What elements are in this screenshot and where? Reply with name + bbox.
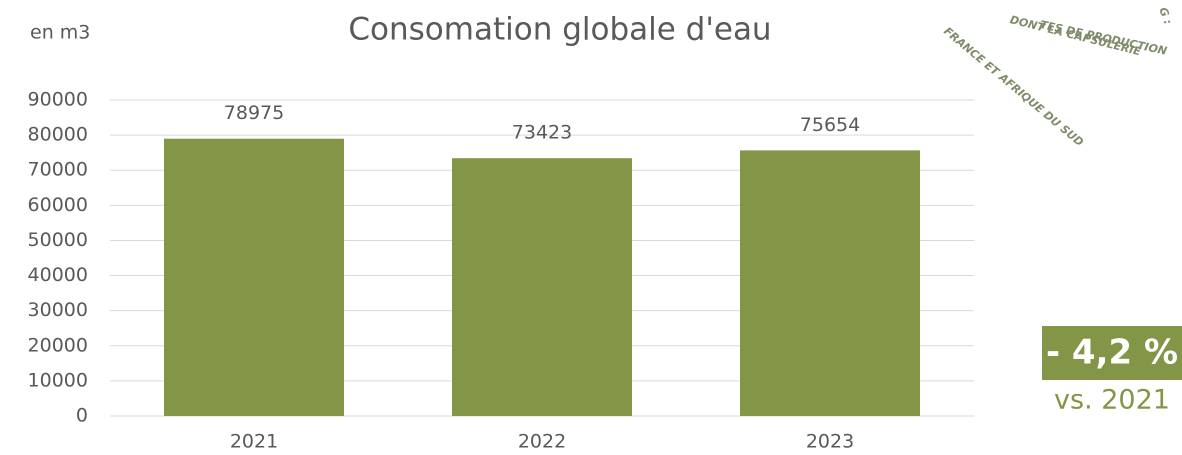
y-tick-label: 40000	[28, 264, 88, 286]
y-tick-label: 50000	[28, 229, 88, 251]
chart-title: Consomation globale d'eau	[348, 12, 771, 48]
y-tick-label: 90000	[28, 89, 88, 111]
x-tick-label: 2021	[230, 431, 278, 453]
stamp: TES DE PRODUCTION DONT LA CAPSULERIE FRA…	[941, 6, 1174, 149]
stamp-text: G :	[1156, 6, 1174, 27]
y-tick-label: 80000	[28, 124, 88, 146]
badge-subtext: vs. 2021	[1054, 385, 1170, 416]
bar	[164, 138, 344, 416]
bar	[452, 158, 632, 417]
stamp-text: FRANCE ET AFRIQUE DU SUD	[941, 25, 1086, 149]
x-tick-label: 2023	[806, 431, 854, 453]
x-tick-label: 2022	[518, 431, 566, 453]
y-tick-label: 30000	[28, 299, 88, 321]
y-tick-label: 10000	[28, 369, 88, 391]
bar	[740, 150, 920, 416]
y-axis-label: en m3	[30, 22, 90, 44]
y-tick-label: 20000	[28, 334, 88, 356]
y-tick-label: 0	[76, 405, 88, 427]
data-label: 73423	[512, 122, 572, 144]
badge-text: - 4,2 %	[1046, 333, 1178, 373]
data-label: 75654	[800, 114, 860, 136]
y-tick-label: 70000	[28, 159, 88, 181]
data-label: 78975	[224, 102, 284, 124]
badge-background	[1042, 326, 1182, 380]
y-tick-label: 60000	[28, 194, 88, 216]
